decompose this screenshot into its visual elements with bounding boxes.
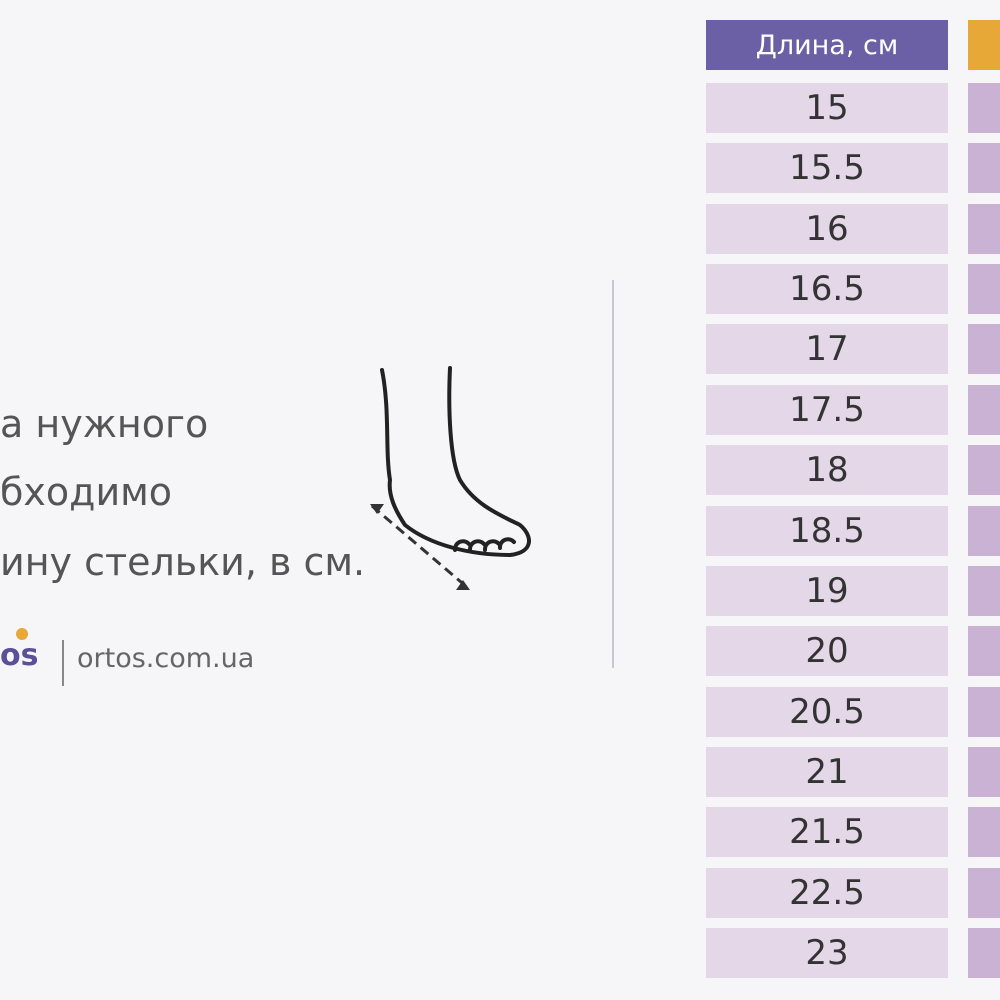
table-cell: 18 xyxy=(706,445,948,496)
table-cell: 20 xyxy=(706,626,948,677)
table-cell: 21.5 xyxy=(706,807,948,858)
table-cell: 16 xyxy=(706,203,948,254)
table-cell-2 xyxy=(968,384,1000,435)
logo-site: ortos.com.ua xyxy=(77,643,255,674)
table-cell: 16.5 xyxy=(706,264,948,315)
table-cell-2 xyxy=(968,264,1000,315)
foot-illustration xyxy=(370,366,531,590)
table-cell: 22.5 xyxy=(706,867,948,918)
table-cell-2 xyxy=(968,445,1000,496)
table-cell-2 xyxy=(968,143,1000,194)
table-cell: 23 xyxy=(706,928,948,979)
logo-mark: os xyxy=(0,638,39,673)
table-cell: 18.5 xyxy=(706,505,948,556)
logo-icon xyxy=(16,628,28,640)
table-cell: 19 xyxy=(706,565,948,616)
table-cell-2 xyxy=(968,203,1000,254)
table-cell-2 xyxy=(968,686,1000,737)
table-cell-2 xyxy=(968,324,1000,375)
table-cell-2 xyxy=(968,928,1000,979)
instruction-line: ину стельки, в см. xyxy=(0,540,366,584)
table-cell-2 xyxy=(968,807,1000,858)
table-cell-2 xyxy=(968,626,1000,677)
instruction-line: а нужного xyxy=(0,402,209,446)
table-cell: 20.5 xyxy=(706,686,948,737)
table-cell-2 xyxy=(968,505,1000,556)
instruction-line: бходимо xyxy=(0,470,173,514)
table-cell-2 xyxy=(968,83,1000,133)
table-cell: 21 xyxy=(706,746,948,797)
table-cell: 15 xyxy=(706,83,948,133)
table-header-2 xyxy=(968,20,1000,70)
table-cell: 15.5 xyxy=(706,143,948,194)
divider xyxy=(612,280,614,668)
table-cell-2 xyxy=(968,565,1000,616)
table-cell-2 xyxy=(968,867,1000,918)
logo-divider xyxy=(62,640,64,686)
table-cell-2 xyxy=(968,746,1000,797)
table-cell: 17.5 xyxy=(706,384,948,435)
table-cell: 17 xyxy=(706,324,948,375)
table-header: Длина, см xyxy=(706,20,948,70)
